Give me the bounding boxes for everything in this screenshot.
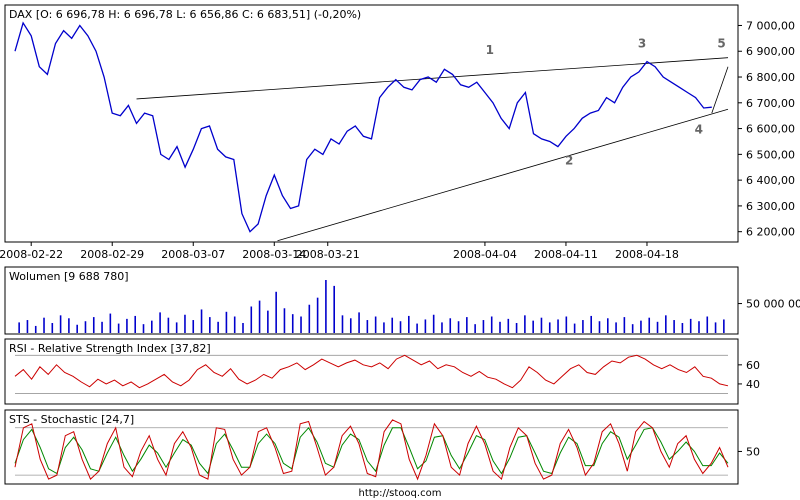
volume-title: Wolumen [9 688 780] xyxy=(9,270,129,283)
stoch-panel: STS - Stochastic [24,7] 50 xyxy=(4,409,760,485)
price-y-tick-label: 6 700,00 xyxy=(746,97,795,110)
price-y-tick-label: 6 300,00 xyxy=(746,200,795,213)
volume-bars xyxy=(18,280,725,333)
price-y-tick-label: 6 400,00 xyxy=(746,174,795,187)
volume-y-tick-label: 50 000 000 xyxy=(746,298,800,311)
stoch-y-tick-label: 50 xyxy=(746,445,760,458)
wave-label: 2 xyxy=(565,154,573,168)
price-y-tick-label: 6 500,00 xyxy=(746,148,795,161)
footer-url: http://stooq.com xyxy=(359,488,442,499)
volume-panel: Wolumen [9 688 780] 50 000 000 xyxy=(4,266,800,335)
stoch-title: STS - Stochastic [24,7] xyxy=(9,413,134,426)
rsi-panel: RSI - Relative Strength Index [37,82] 60… xyxy=(4,338,760,405)
rsi-title: RSI - Relative Strength Index [37,82] xyxy=(9,342,211,355)
price-x-tick-label: 2008-03-07 xyxy=(161,248,225,261)
price-y-tick-label: 6 900,00 xyxy=(746,45,795,58)
price-x-tick-label: 2008-04-18 xyxy=(615,248,679,261)
rsi-y-tick-label: 60 xyxy=(746,359,760,372)
stoch-k-line xyxy=(14,419,729,481)
price-x-tick-label: 2008-02-22 xyxy=(0,248,63,261)
price-x-axis: 2008-02-22 2008-02-29 2008-03-07 2008-03-14… xyxy=(0,242,679,261)
price-x-tick-label: 2008-03-14 xyxy=(242,248,306,261)
price-y-tick-label: 7 000,00 xyxy=(746,19,795,32)
wave-label: 4 xyxy=(695,123,703,137)
price-x-tick-label: 2008-04-11 xyxy=(534,248,598,261)
wave-label: 5 xyxy=(717,36,725,50)
price-panel: DAX [O: 6 696,78 H: 6 696,78 L: 6 656,86… xyxy=(0,4,795,261)
wave-label: 3 xyxy=(638,36,646,50)
stoch-frame xyxy=(4,409,739,485)
price-series-line xyxy=(14,21,712,233)
price-x-tick-label: 2008-03-21 xyxy=(296,248,360,261)
rsi-series-line xyxy=(14,354,729,389)
price-x-tick-label: 2008-04-04 xyxy=(453,248,517,261)
trendline xyxy=(277,108,729,242)
price-y-tick-label: 6 800,00 xyxy=(746,71,795,84)
price-trendlines xyxy=(136,57,729,242)
wave-label: 1 xyxy=(486,43,494,57)
trendline xyxy=(136,57,729,100)
stoch-d-line xyxy=(14,426,729,475)
trendline xyxy=(711,66,729,114)
price-y-tick-label: 6 600,00 xyxy=(746,123,795,136)
rsi-y-tick-label: 40 xyxy=(746,378,760,391)
price-title: DAX [O: 6 696,78 H: 6 696,78 L: 6 656,86… xyxy=(9,8,361,21)
wave-annotations: 1 2 3 4 5 xyxy=(486,36,726,167)
volume-y-axis: 50 000 000 xyxy=(738,298,800,311)
price-frame xyxy=(4,4,739,243)
price-y-tick-label: 6 200,00 xyxy=(746,226,795,239)
price-x-tick-label: 2008-02-29 xyxy=(80,248,144,261)
price-y-axis: 7 000,00 6 900,00 6 800,00 6 700,00 6 600,00… xyxy=(738,19,795,239)
